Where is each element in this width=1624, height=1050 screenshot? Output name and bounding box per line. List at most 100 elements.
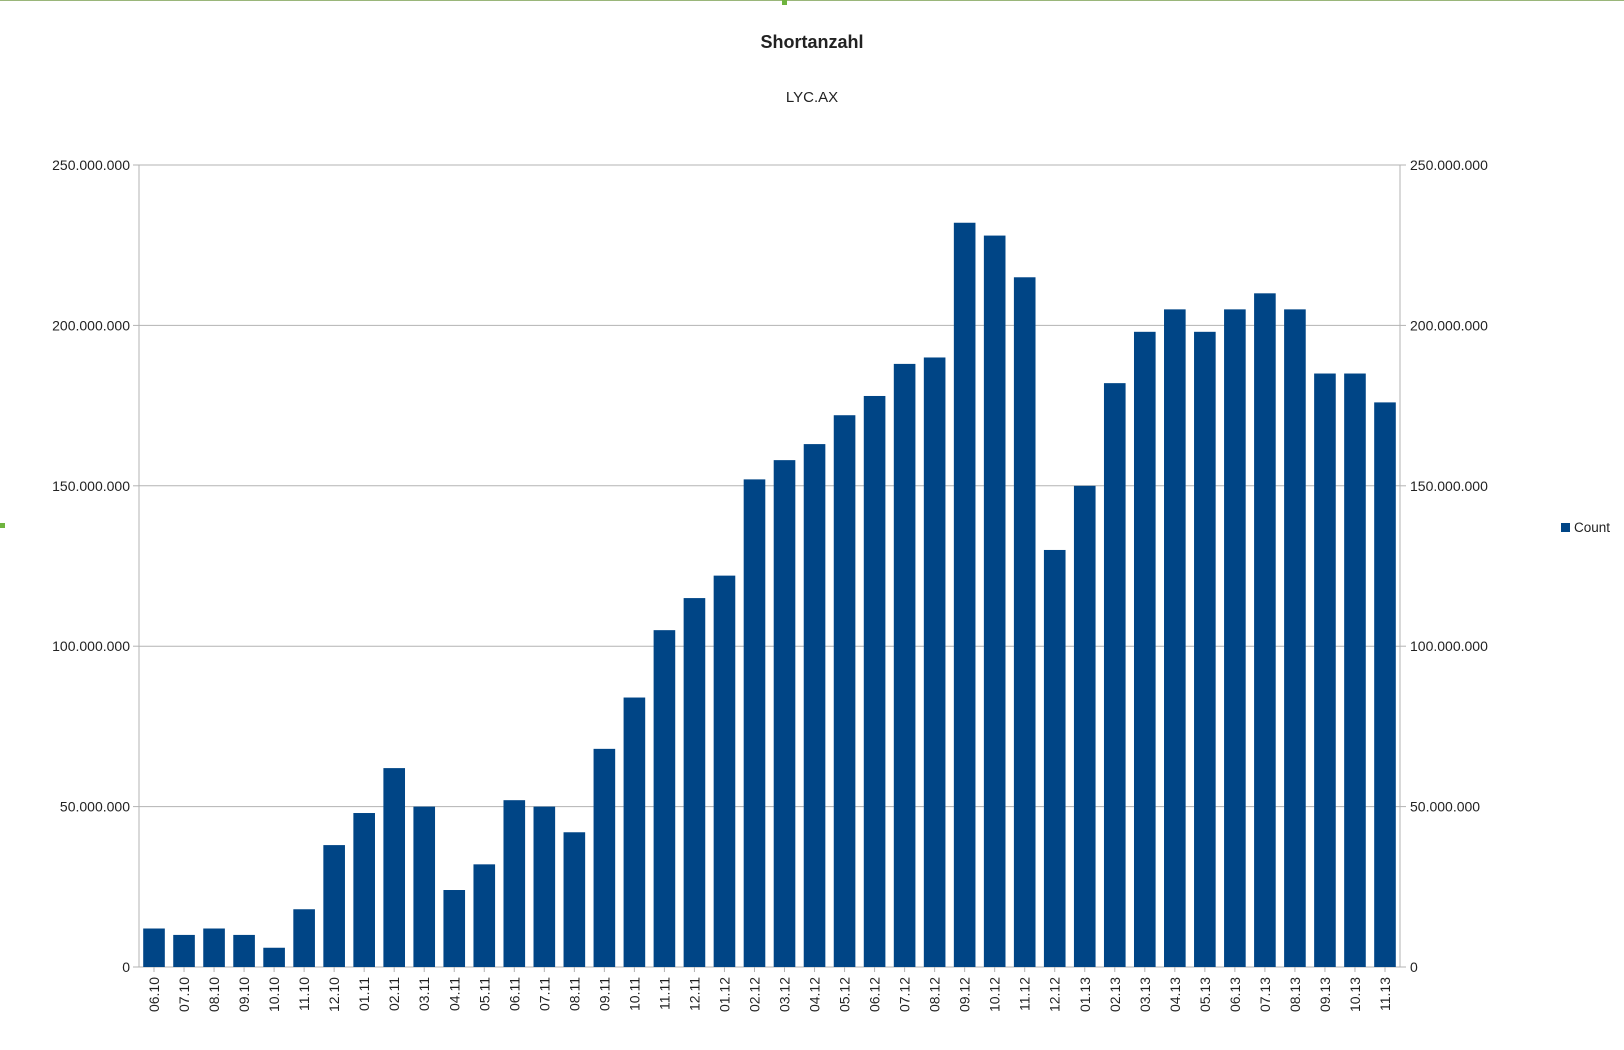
x-tick-label: 07.13 (1257, 977, 1273, 1012)
x-tick-label: 06.10 (146, 977, 162, 1012)
bar (1103, 383, 1126, 967)
bar (533, 806, 556, 967)
bar (473, 864, 496, 967)
x-tick-label: 04.12 (807, 977, 823, 1012)
x-tick-label: 04.13 (1167, 977, 1183, 1012)
x-tick-label: 11.10 (296, 977, 312, 1011)
x-tick-label: 03.13 (1137, 977, 1153, 1012)
legend-label-count: Count (1574, 520, 1611, 535)
bar (1133, 331, 1156, 967)
chart-subtitle: LYC.AX (785, 89, 839, 106)
chart-legend: Count (1561, 520, 1610, 535)
x-tick-label: 12.10 (326, 977, 342, 1012)
x-tick-label: 01.11 (356, 977, 372, 1011)
bar (353, 813, 375, 967)
x-tick-label: 11.11 (656, 977, 672, 1010)
chart-title: Shortanzahl (760, 32, 864, 52)
bar (803, 444, 826, 967)
y-tick-label-left: 150.000.000 (52, 478, 130, 494)
bar (323, 845, 345, 967)
x-tick-label: 05.11 (476, 977, 492, 1011)
legend-swatch-icon (1561, 523, 1570, 532)
x-tick-label: 10.12 (987, 977, 1003, 1012)
bar (443, 890, 466, 967)
x-tick-label: 02.13 (1107, 977, 1123, 1012)
y-tick-label-left: 200.000.000 (52, 317, 130, 333)
selection-handle-top (782, 0, 787, 5)
bar (1254, 293, 1276, 967)
bar (1164, 309, 1186, 967)
x-tick-label: 12.12 (1047, 977, 1063, 1012)
bar (263, 947, 285, 967)
bar (713, 575, 736, 967)
x-tick-label: 01.12 (716, 977, 732, 1012)
bar (593, 748, 616, 967)
selection-handle-left (0, 523, 5, 528)
x-tick-label: 08.12 (927, 977, 943, 1012)
x-tick-label: 06.13 (1227, 977, 1243, 1012)
y-tick-label-right: 50.000.000 (1410, 799, 1480, 815)
bar (293, 909, 315, 967)
y-tick-label-right: 200.000.000 (1410, 317, 1488, 333)
bar (683, 598, 706, 967)
y-tick-label-right: 0 (1410, 959, 1418, 975)
x-tick-label: 06.12 (867, 977, 883, 1012)
bar (413, 806, 436, 967)
bar (1284, 309, 1306, 967)
bar (1314, 373, 1336, 967)
bar (953, 222, 976, 967)
bar (233, 934, 255, 967)
bar (773, 460, 796, 967)
bar (653, 630, 676, 967)
x-tick-label: 09.12 (957, 977, 973, 1012)
bar (503, 800, 526, 967)
x-tick-label: 09.10 (236, 977, 252, 1012)
y-tick-label-left: 250.000.000 (52, 157, 130, 173)
bar (923, 357, 946, 968)
chart-frame-top-border (0, 0, 1624, 1)
bar (833, 415, 856, 967)
x-tick-label: 02.11 (386, 977, 402, 1011)
y-tick-label-right: 250.000.000 (1410, 157, 1488, 173)
bar (623, 697, 646, 967)
bar (1073, 485, 1096, 967)
bar (1224, 309, 1246, 967)
bar (1374, 402, 1396, 968)
x-tick-label: 09.11 (596, 977, 612, 1011)
x-tick-label: 07.10 (176, 977, 192, 1012)
x-tick-label: 05.12 (837, 977, 853, 1012)
bar (173, 934, 195, 967)
x-tick-label: 08.10 (206, 977, 222, 1012)
y-tick-label-left: 0 (122, 959, 130, 975)
y-tick-label-left: 50.000.000 (60, 799, 130, 815)
x-tick-label: 07.11 (536, 977, 552, 1011)
bar (1344, 373, 1366, 967)
x-tick-label: 02.12 (746, 977, 762, 1012)
x-tick-label: 08.13 (1287, 977, 1303, 1012)
x-tick-label: 09.13 (1317, 977, 1333, 1012)
x-tick-label: 03.11 (416, 977, 432, 1011)
x-tick-label: 10.11 (626, 977, 642, 1011)
bar (983, 235, 1006, 968)
bar (1013, 277, 1036, 967)
bar (1043, 549, 1066, 967)
x-tick-label: 05.13 (1197, 977, 1213, 1012)
bar (1194, 331, 1216, 967)
x-tick-label: 08.11 (566, 977, 582, 1011)
x-tick-label: 12.11 (686, 977, 702, 1011)
bar (203, 928, 225, 967)
y-tick-label-left: 100.000.000 (52, 638, 130, 654)
bar (563, 832, 586, 967)
x-tick-label: 11.12 (1017, 977, 1033, 1011)
bar (893, 363, 916, 967)
bar (383, 768, 406, 967)
x-tick-label: 11.13 (1377, 977, 1393, 1011)
bar (863, 395, 886, 967)
x-tick-label: 03.12 (777, 977, 793, 1012)
x-tick-label: 04.11 (446, 977, 462, 1011)
x-tick-label: 07.12 (897, 977, 913, 1012)
x-tick-label: 06.11 (506, 977, 522, 1011)
bar (143, 928, 165, 967)
bar (743, 479, 766, 967)
